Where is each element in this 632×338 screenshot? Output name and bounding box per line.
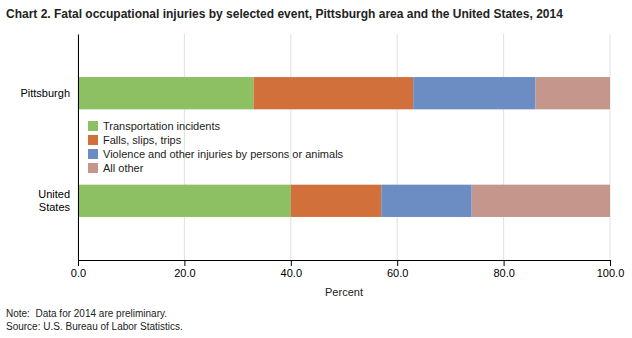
legend-label: All other — [103, 162, 144, 174]
plot: 0.0 20.0 40.0 60.0 80.0 100.0 Pittsburgh United… — [20, 34, 624, 279]
legend-swatch — [88, 135, 98, 145]
grid-line — [78, 34, 79, 260]
tick-label: 0.0 — [71, 267, 86, 279]
legend-swatch — [88, 149, 98, 159]
tick: 80.0 — [493, 260, 514, 279]
legend: Transportation incidents Falls, slips, tr… — [88, 120, 344, 174]
axis-line — [78, 35, 79, 261]
tick-label: UnitedStates — [38, 188, 70, 213]
bar — [472, 185, 610, 217]
bar — [78, 185, 291, 217]
x-axis: 0.0 20.0 40.0 60.0 80.0 100.0 — [71, 260, 624, 279]
legend-label: Violence and other injuries by persons o… — [103, 148, 344, 160]
tick-label: 80.0 — [493, 267, 514, 279]
chart: Chart 2. Fatal occupational injuries by … — [0, 0, 632, 338]
tick: UnitedStates — [38, 188, 70, 213]
tick-label: 60.0 — [387, 267, 408, 279]
bar — [291, 185, 381, 217]
grid-line — [610, 34, 611, 260]
annotation: Note: Data for 2014 are preliminary. — [6, 308, 167, 319]
tick: 40.0 — [281, 260, 302, 279]
tick-mark — [291, 260, 292, 266]
series — [472, 77, 610, 217]
legend-swatch — [88, 121, 98, 131]
bar — [78, 77, 254, 109]
tick-mark — [610, 260, 611, 266]
bar — [536, 77, 610, 109]
tick: Pittsburgh — [20, 87, 70, 99]
tick: 100.0 — [597, 260, 625, 279]
tick: 60.0 — [387, 260, 408, 279]
grid-line — [397, 34, 398, 260]
title: Chart 2. Fatal occupational injuries by … — [6, 7, 563, 21]
tick-label: Pittsburgh — [20, 87, 70, 99]
tick: 20.0 — [174, 260, 195, 279]
legend-item: Falls, slips, trips — [88, 134, 182, 146]
legend-label: Falls, slips, trips — [103, 134, 182, 146]
tick-label: 20.0 — [174, 267, 195, 279]
tick-mark — [397, 260, 398, 266]
legend-item: Violence and other injuries by persons o… — [88, 148, 344, 160]
bars — [78, 77, 610, 217]
grid — [78, 34, 610, 260]
tick-label: 40.0 — [281, 267, 302, 279]
legend-item: Transportation incidents — [88, 120, 220, 132]
tick-label: 100.0 — [597, 267, 625, 279]
bar — [413, 77, 535, 109]
bar — [381, 185, 471, 217]
axis-line — [79, 261, 611, 267]
legend-label: Transportation incidents — [103, 120, 220, 132]
legend-swatch — [88, 163, 98, 173]
grid-line — [503, 34, 504, 260]
legend-item: All other — [88, 162, 144, 174]
bar — [254, 77, 414, 109]
x-axis-title: Percent — [325, 286, 363, 298]
tick-mark — [504, 260, 505, 266]
tick: 0.0 — [71, 260, 86, 279]
annotation: Source: U.S. Bureau of Labor Statistics. — [6, 321, 183, 332]
y-axis: Pittsburgh UnitedStates — [20, 35, 78, 261]
tick-mark — [184, 260, 185, 266]
tick-mark — [78, 260, 79, 266]
